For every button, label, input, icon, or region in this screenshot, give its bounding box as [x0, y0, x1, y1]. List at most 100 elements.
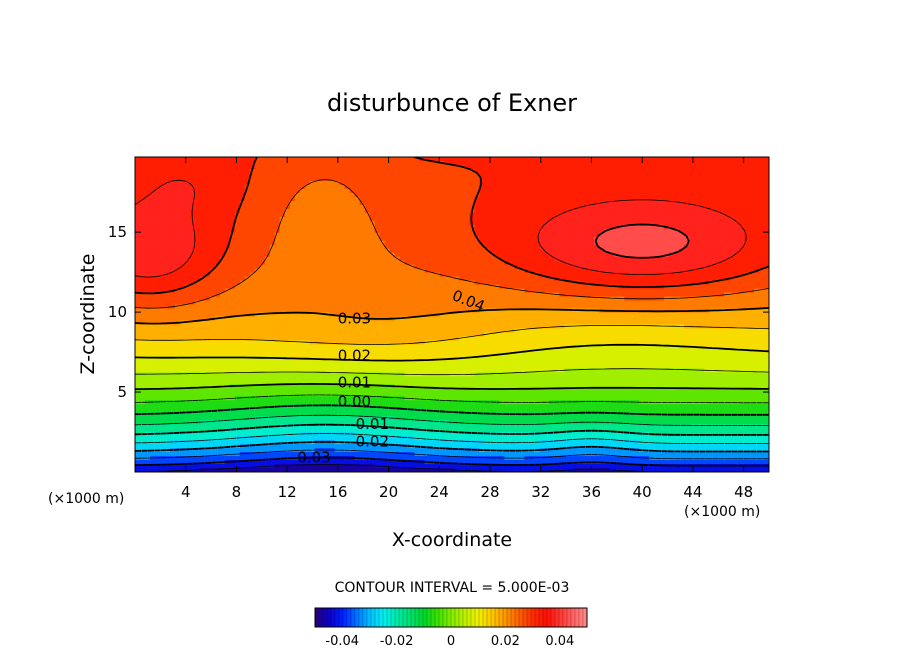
field-cell	[264, 432, 271, 437]
field-cell	[239, 204, 246, 210]
field-cell	[409, 400, 416, 405]
field-cell	[399, 388, 406, 393]
field-cell	[179, 264, 186, 270]
field-cell	[349, 336, 356, 342]
field-cell	[319, 348, 326, 353]
field-cell	[159, 376, 166, 381]
field-cell	[144, 332, 151, 338]
field-cell	[149, 340, 156, 346]
field-cell	[139, 288, 146, 294]
field-cell	[164, 444, 171, 449]
field-cell	[309, 196, 316, 202]
field-cell	[279, 400, 286, 405]
field-cell	[349, 300, 356, 306]
field-cell	[209, 296, 216, 302]
field-cell	[314, 288, 321, 294]
field-cell	[174, 428, 181, 433]
field-cell	[199, 172, 206, 178]
field-cell	[194, 244, 201, 250]
field-cell	[259, 204, 266, 210]
field-cell	[414, 432, 421, 437]
field-cell	[364, 172, 371, 178]
field-cell	[209, 368, 216, 373]
field-cell	[309, 216, 316, 222]
field-cell	[394, 216, 401, 222]
field-cell	[279, 304, 286, 310]
field-cell	[349, 324, 356, 330]
field-cell	[429, 468, 436, 472]
field-cell	[149, 368, 156, 373]
field-cell	[244, 272, 251, 278]
field-cell	[269, 312, 276, 318]
field-cell	[394, 332, 401, 338]
field-cell	[379, 336, 386, 342]
field-cell	[449, 172, 456, 178]
field-cell	[189, 252, 196, 258]
field-cell	[135, 220, 141, 226]
field-cell	[279, 452, 286, 457]
field-cell	[169, 444, 176, 449]
field-cell	[244, 208, 251, 214]
field-cell	[209, 228, 216, 234]
field-cell	[259, 212, 266, 218]
field-cell	[314, 244, 321, 250]
field-cell	[194, 268, 201, 274]
field-cell	[374, 348, 381, 353]
field-cell	[199, 440, 206, 445]
field-cell	[444, 304, 451, 310]
field-cell	[284, 416, 291, 421]
field-cell	[374, 260, 381, 266]
field-cell	[399, 280, 406, 286]
field-cell	[404, 164, 411, 170]
field-cell	[234, 288, 241, 294]
field-cell	[439, 368, 446, 373]
field-cell	[234, 412, 241, 417]
field-cell	[379, 368, 386, 373]
field-cell	[135, 216, 141, 222]
field-cell	[324, 344, 331, 349]
field-cell	[234, 372, 241, 377]
field-cell	[344, 408, 351, 413]
field-cell	[274, 300, 281, 306]
field-cell	[244, 260, 251, 266]
field-cell	[149, 292, 156, 298]
field-cell	[204, 340, 211, 346]
field-cell	[199, 236, 206, 242]
field-cell	[399, 356, 406, 361]
field-cell	[369, 160, 376, 166]
field-cell	[259, 412, 266, 417]
field-cell	[389, 260, 396, 266]
field-cell	[314, 336, 321, 342]
field-cell	[219, 164, 226, 170]
field-cell	[339, 200, 346, 206]
field-cell	[439, 464, 446, 469]
field-cell	[214, 468, 221, 472]
field-cell	[184, 220, 191, 226]
field-cell	[219, 272, 226, 278]
field-cell	[334, 400, 341, 405]
field-cell	[369, 440, 376, 445]
field-cell	[309, 296, 316, 302]
field-cell	[404, 428, 411, 433]
field-cell	[189, 408, 196, 413]
field-cell	[384, 328, 391, 334]
field-cell	[244, 196, 251, 202]
field-cell	[244, 412, 251, 417]
field-cell	[194, 200, 201, 206]
field-cell	[364, 164, 371, 170]
field-cell	[349, 384, 356, 389]
field-cell	[399, 440, 406, 445]
field-cell	[214, 400, 221, 405]
field-cell	[364, 340, 371, 346]
field-cell	[439, 180, 446, 186]
field-cell	[179, 228, 186, 234]
field-cell	[384, 376, 391, 381]
field-cell	[169, 216, 176, 222]
field-cell	[349, 252, 356, 258]
field-cell	[264, 268, 271, 274]
field-cell	[399, 208, 406, 214]
field-cell	[274, 180, 281, 186]
field-cell	[314, 296, 321, 302]
field-cell	[334, 340, 341, 346]
field-cell	[274, 428, 281, 433]
